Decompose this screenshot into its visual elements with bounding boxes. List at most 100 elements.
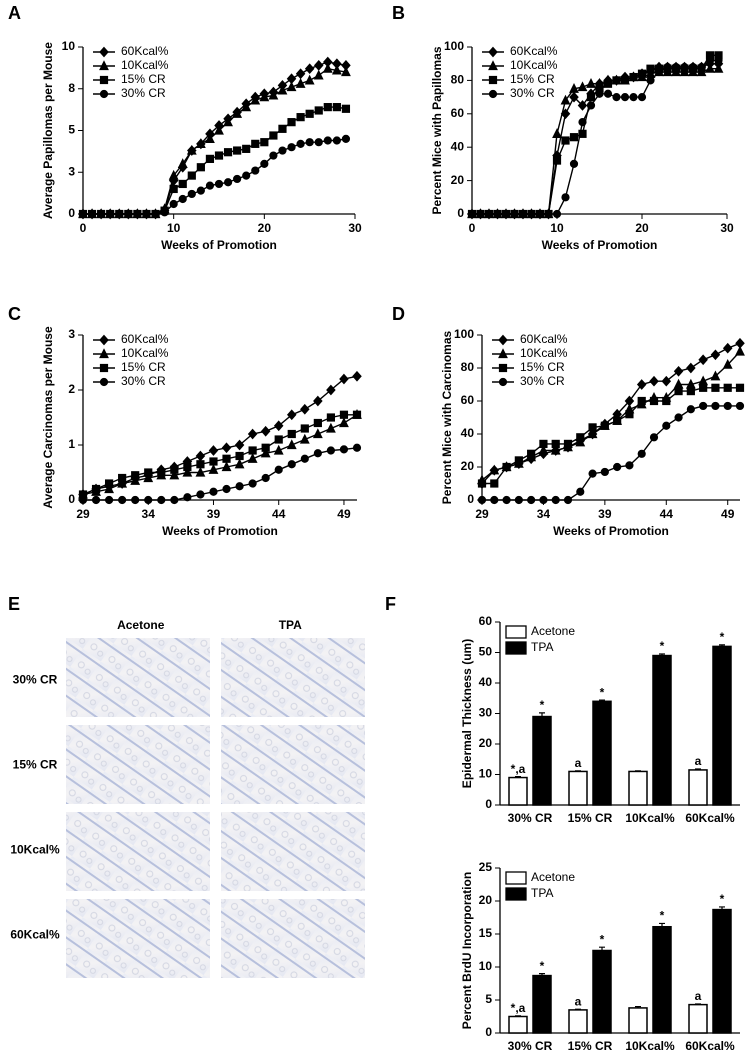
marker	[97, 209, 106, 219]
marker	[714, 56, 723, 65]
marker	[99, 377, 109, 387]
x-tick-label: 15% CR	[568, 811, 613, 825]
x-tick-label: 39	[598, 507, 612, 521]
marker	[287, 429, 296, 439]
column-label: TPA	[279, 618, 302, 632]
marker	[711, 383, 720, 392]
marker	[527, 449, 536, 458]
marker	[646, 64, 655, 73]
marker	[578, 129, 587, 138]
marker	[133, 209, 142, 219]
marker	[235, 482, 244, 491]
marker	[352, 410, 362, 419]
marker	[723, 383, 732, 392]
legend-label: 30% CR	[121, 374, 166, 388]
marker	[498, 348, 508, 359]
legend-label: TPA	[531, 640, 553, 654]
series-line	[481, 342, 741, 484]
y-tick-label: 80	[461, 360, 475, 374]
marker	[118, 495, 127, 505]
marker	[323, 136, 332, 145]
annotation: a	[695, 989, 702, 1003]
marker	[209, 457, 218, 466]
x-axis-label: Weeks of Promotion	[162, 524, 278, 538]
micrograph	[221, 638, 365, 717]
row-label: 60Kcal%	[10, 928, 60, 942]
marker	[713, 62, 724, 73]
marker	[501, 209, 511, 219]
marker	[99, 60, 109, 71]
series-line	[472, 63, 719, 215]
marker	[214, 124, 224, 135]
y-tick-label: 3	[68, 164, 75, 178]
marker	[169, 469, 180, 480]
marker	[544, 209, 553, 219]
legend-label: 15% CR	[121, 360, 166, 374]
bar	[652, 925, 672, 1034]
x-tick-label: 30% CR	[508, 1039, 553, 1050]
bar	[592, 949, 612, 1034]
error-bar	[695, 768, 701, 770]
marker	[577, 100, 588, 111]
marker	[332, 136, 341, 145]
y-tick-label: 40	[461, 426, 475, 440]
marker	[169, 199, 178, 209]
marker	[686, 405, 695, 414]
bar	[592, 700, 612, 806]
y-tick-label: 60	[451, 106, 465, 120]
micrograph	[66, 812, 210, 891]
marker	[274, 435, 283, 444]
marker	[273, 420, 284, 432]
marker	[314, 106, 323, 115]
marker	[498, 377, 508, 387]
marker	[561, 193, 570, 202]
marker	[490, 495, 499, 505]
marker	[178, 179, 187, 189]
marker	[157, 495, 166, 505]
series-line	[472, 54, 719, 215]
error-bar	[659, 922, 665, 927]
marker	[552, 128, 562, 138]
marker	[569, 91, 579, 103]
marker	[603, 89, 613, 98]
y-tick-label: 0	[457, 206, 464, 220]
marker	[304, 74, 315, 85]
marker	[352, 443, 362, 452]
marker	[646, 76, 655, 85]
series-line	[472, 68, 719, 215]
marker	[697, 62, 706, 72]
marker	[586, 101, 596, 110]
micrograph	[66, 899, 210, 978]
marker	[577, 81, 588, 92]
bar	[688, 1003, 708, 1034]
y-tick-label: 0	[68, 206, 75, 220]
y-tick-label: 0	[485, 1025, 492, 1039]
marker	[339, 410, 349, 419]
marker	[223, 178, 233, 187]
x-tick-label: 39	[207, 507, 221, 521]
error-bar	[659, 653, 665, 656]
marker	[195, 466, 206, 477]
x-axis-label: Weeks of Promotion	[161, 238, 277, 252]
marker	[260, 159, 269, 168]
y-tick-label: 60	[479, 614, 493, 628]
marker	[331, 64, 342, 75]
annotation: a	[695, 754, 702, 768]
marker	[99, 334, 109, 346]
marker	[484, 209, 494, 219]
legend-label: 30% CR	[121, 86, 166, 100]
marker	[467, 209, 477, 219]
y-tick-label: 40	[479, 675, 493, 689]
marker	[205, 133, 215, 143]
marker	[339, 417, 349, 428]
marker	[168, 169, 179, 180]
y-tick-label: 10	[479, 959, 493, 973]
marker	[723, 401, 732, 411]
marker	[637, 69, 647, 78]
marker	[578, 118, 587, 127]
series-line	[482, 405, 740, 501]
marker	[223, 116, 233, 127]
legend-label: 60Kcal%	[121, 332, 169, 346]
marker	[649, 396, 659, 406]
marker	[169, 184, 178, 194]
